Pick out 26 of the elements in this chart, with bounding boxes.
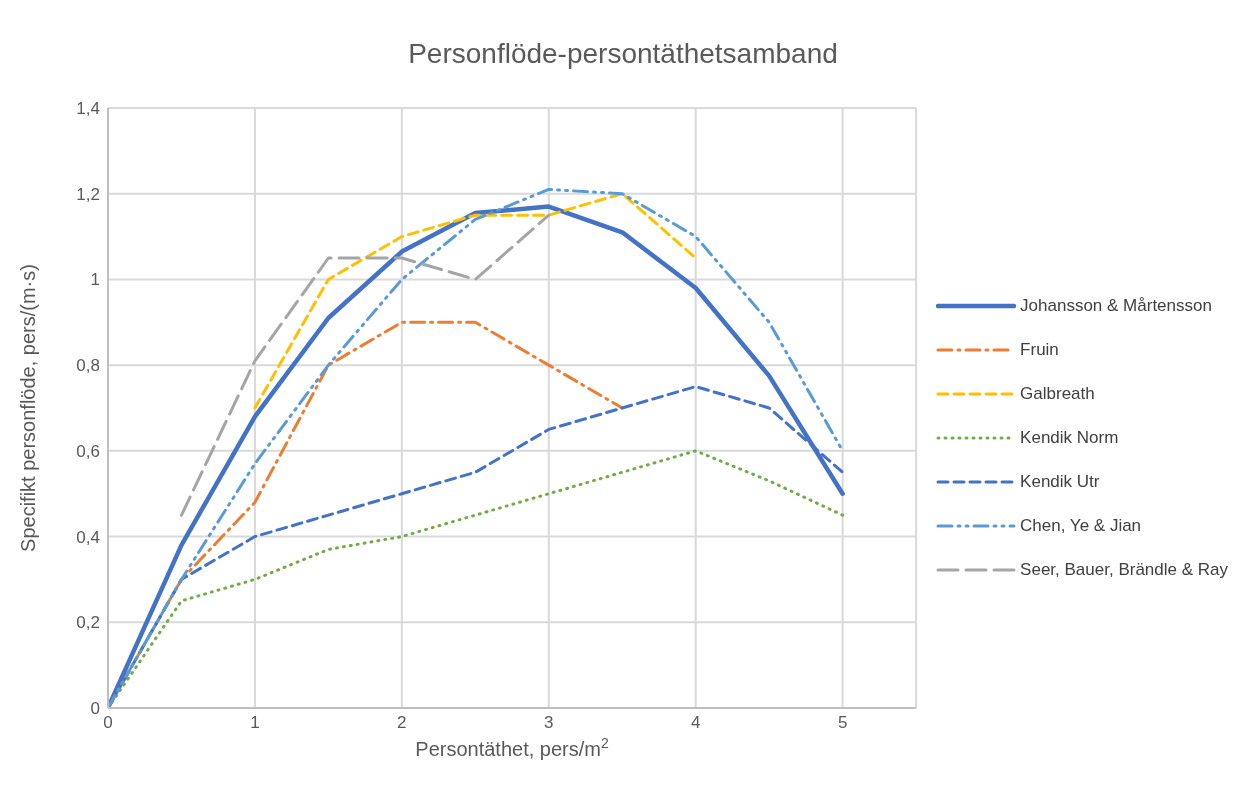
legend-label: Chen, Ye & Jian [1020, 516, 1142, 536]
legend-label: Johansson & Mårtensson [1020, 296, 1212, 316]
line-series [179, 213, 551, 517]
y-tick-label: 1,2 [76, 184, 100, 204]
chart-title: Personflöde-persontäthetsamband [407, 37, 839, 71]
x-tick-label: 1 [250, 713, 260, 733]
x-tick-label: 3 [544, 713, 554, 733]
y-tick-label: 0 [90, 699, 100, 719]
legend-label: Galbreath [1020, 384, 1095, 404]
legend-label: Kendik Norm [1020, 428, 1119, 448]
x-tick-label: 2 [397, 713, 407, 733]
line-series [253, 192, 698, 410]
x-tick-label: 0 [103, 713, 113, 733]
legend-label: Fruin [1020, 340, 1059, 360]
x-tick-label: 4 [690, 713, 701, 733]
y-axis-title: Specifikt personflöde, pers/(m·s) [17, 264, 40, 552]
legend-label: Seer, Bauer, Brändle & Ray [1020, 560, 1228, 580]
x-axis-title: Persontäthet, pers/m$^{2}$ [415, 735, 609, 760]
y-tick-label: 0,2 [76, 613, 100, 633]
y-tick-label: 0,8 [76, 356, 100, 376]
x-tick-label: 5 [837, 713, 848, 733]
y-tick-label: 0,6 [76, 441, 100, 461]
y-tick-label: 1,4 [76, 99, 100, 119]
y-tick-label: 1 [90, 270, 100, 290]
legend-label: Kendik Utr [1020, 472, 1100, 492]
y-tick-label: 0,4 [76, 527, 100, 547]
